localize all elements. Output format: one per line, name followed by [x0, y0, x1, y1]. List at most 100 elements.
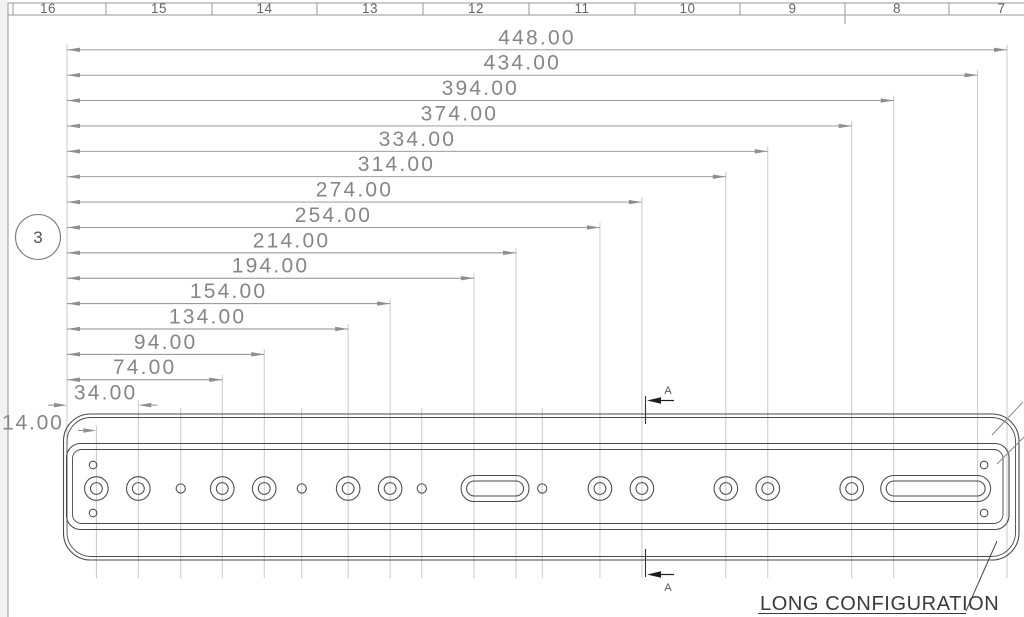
sheet-border-and-zone-ruler: 16 15 14 13 12 11 10 9 8 7: [7, 1, 1024, 617]
dimension-134.00[interactable]: 134.00: [67, 305, 349, 332]
dimension-arrow-icon: [251, 352, 265, 357]
pin-hole: [979, 508, 989, 518]
dimension-arrow-icon: [67, 301, 80, 306]
counterbore-hole-outer: [629, 476, 655, 501]
dimension-14.00[interactable]: 14.00: [2, 412, 97, 435]
counterbore-hole-outer: [713, 476, 739, 501]
counterbore-hole-inner: [719, 482, 733, 495]
pin-hole: [88, 460, 98, 470]
dimension-value: 154.00: [190, 280, 267, 303]
dimension-arrow-icon: [67, 47, 80, 52]
counterbore-hole-outer: [84, 476, 109, 501]
dimension-74.00[interactable]: 74.00: [67, 356, 223, 382]
counterbore-hole-outer: [335, 476, 361, 501]
dimension-arrow-icon: [503, 250, 517, 256]
dimension-314.00[interactable]: 314.00: [67, 153, 726, 179]
balloon-circle-icon: [14, 213, 62, 261]
dimension-arrow-icon: [209, 377, 223, 382]
dimension-arrow-icon: [67, 225, 80, 230]
counterbore-hole-inner: [131, 482, 145, 495]
plate-part-view[interactable]: [62, 413, 1020, 561]
dimension-274.00[interactable]: 274.00: [67, 179, 642, 205]
dimension-arrow-icon: [67, 72, 80, 78]
counterbore-hole-inner: [257, 482, 271, 495]
dimension-arrow-icon: [461, 276, 475, 281]
dimension-value: 334.00: [379, 128, 456, 151]
counterbore-hole-inner: [761, 482, 775, 495]
counterbore-hole-outer: [839, 476, 865, 501]
zone-label: 16: [40, 1, 56, 16]
dimension-arrow-icon: [67, 377, 80, 382]
dimension-arrow-icon: [67, 123, 80, 129]
section-arrow-icon: [647, 397, 661, 404]
dimension-arrow-icon: [377, 301, 391, 306]
dimension-arrow-icon: [754, 149, 768, 154]
zone-label: 15: [151, 1, 167, 16]
dimension-arrow-icon: [880, 98, 894, 103]
dimension-34.00[interactable]: 34.00: [48, 382, 158, 408]
dimension-value: 214.00: [253, 229, 330, 252]
section-arrow-icon: [647, 571, 661, 578]
dimension-arrow-icon: [67, 250, 80, 256]
dimension-394.00[interactable]: 394.00: [67, 77, 894, 103]
view-balloon[interactable]: 3: [14, 213, 62, 261]
zone-label: 10: [679, 1, 695, 16]
dimension-214.00[interactable]: 214.00: [67, 229, 517, 256]
dimension-254.00[interactable]: 254.00: [67, 204, 600, 230]
small-hole: [175, 483, 186, 494]
counterbore-hole-outer: [377, 476, 403, 501]
dimension-arrow-icon: [67, 326, 80, 332]
configuration-callout[interactable]: LONG CONFIGURATION: [758, 540, 999, 615]
slot-outer: [460, 474, 530, 503]
counterbore-hole-inner: [89, 482, 103, 495]
zone-label: 7: [997, 1, 1005, 16]
dimension-arrow-icon: [712, 174, 726, 179]
dimension-value: 314.00: [358, 153, 435, 176]
dimension-arrow-icon: [83, 428, 97, 433]
counterbore-hole-outer: [126, 476, 151, 501]
dimension-value: 274.00: [316, 179, 393, 202]
sheet-edge-margin: [0, 0, 8, 617]
zone-label: 14: [256, 1, 272, 16]
pin-hole: [88, 508, 98, 518]
dimension-value: 394.00: [442, 77, 519, 100]
dimension-arrow-icon: [335, 326, 349, 332]
dimension-374.00[interactable]: 374.00: [67, 102, 852, 129]
dimension-arrow-icon: [67, 98, 80, 103]
section-mark-bottom[interactable]: A: [644, 549, 675, 594]
dimension-arrow-icon: [67, 199, 80, 205]
dimension-arrow-icon: [838, 123, 852, 129]
dimension-448.00[interactable]: 448.00: [67, 26, 1007, 52]
dimension-value: 74.00: [113, 356, 177, 379]
callout-label: LONG CONFIGURATION: [760, 593, 999, 615]
section-mark-top[interactable]: A: [644, 385, 675, 424]
small-hole: [537, 483, 548, 494]
counterbore-hole-outer: [755, 476, 781, 501]
dimension-value: 194.00: [232, 255, 309, 278]
edge-leader-line: [991, 401, 1024, 436]
dimension-value: 14.00: [2, 412, 64, 435]
slot-inner: [885, 480, 986, 497]
dimension-94.00[interactable]: 94.00: [67, 331, 265, 357]
dimension-value: 94.00: [134, 331, 198, 354]
dimension-value: 434.00: [484, 52, 561, 75]
front-plate-chamfer-line: [72, 449, 1004, 524]
zone-label: 13: [362, 1, 378, 16]
dimension-154.00[interactable]: 154.00: [67, 280, 391, 306]
slot-outer: [880, 474, 992, 503]
counterbore-hole-inner: [845, 482, 859, 495]
dimension-334.00[interactable]: 334.00: [67, 128, 768, 154]
zone-label: 12: [468, 1, 484, 16]
dimension-value: 34.00: [74, 382, 138, 405]
counterbore-hole-inner: [593, 482, 607, 495]
annotations: 3 A A LONG CONFIGURATION: [14, 213, 1024, 615]
front-plate-outline: [65, 442, 1010, 531]
dimension-stack[interactable]: 448.00434.00394.00374.00334.00314.00274.…: [2, 26, 1007, 435]
dimension-434.00[interactable]: 434.00: [67, 52, 978, 78]
dimension-194.00[interactable]: 194.00: [67, 255, 475, 281]
dimension-arrow-icon: [54, 402, 67, 408]
small-hole: [296, 483, 307, 494]
dimension-arrow-icon: [67, 149, 80, 154]
